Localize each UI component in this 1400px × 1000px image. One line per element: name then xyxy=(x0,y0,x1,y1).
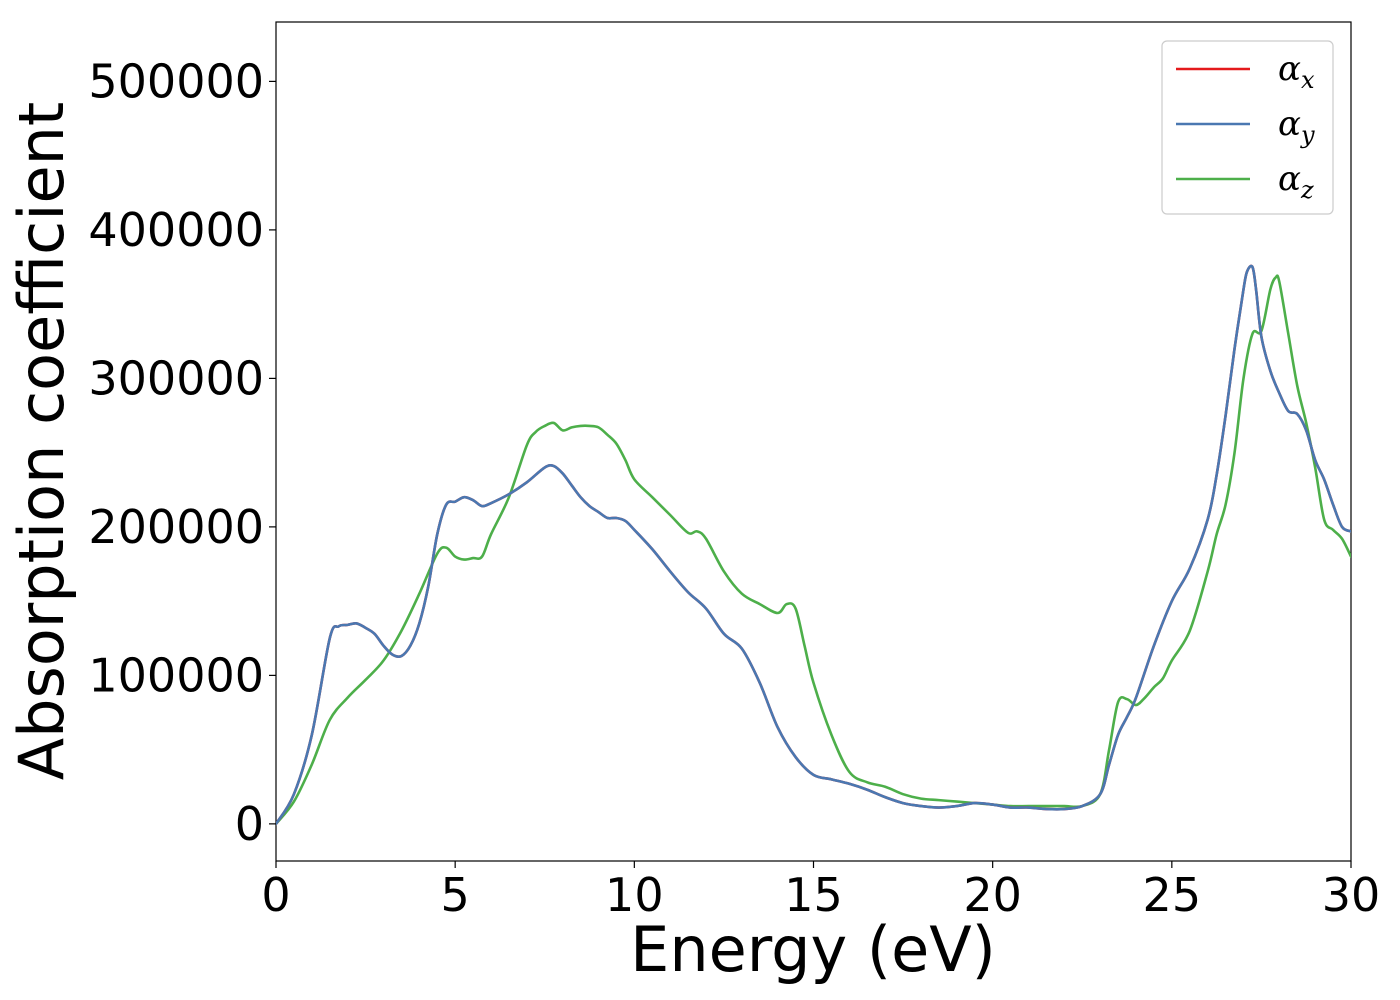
y-axis-title: Absorption coefficient xyxy=(5,102,78,781)
legend-label-alpha-x: αx xyxy=(1278,49,1315,94)
y-tick-label: 300000 xyxy=(88,351,264,405)
series-layer xyxy=(276,264,1351,826)
x-tick-label: 5 xyxy=(441,868,470,922)
x-tick-label: 15 xyxy=(784,868,843,922)
x-axis-title: Energy (eV) xyxy=(630,913,996,986)
legend: αx αy αz xyxy=(1161,40,1334,215)
y-tick-label: 100000 xyxy=(88,648,264,702)
x-tick-label: 25 xyxy=(1143,868,1202,922)
x-axis: 0 5 10 15 20 25 30 xyxy=(261,861,1380,922)
y-tick-label: 200000 xyxy=(88,500,264,554)
y-axis: 0 100000 200000 300000 400000 500000 xyxy=(88,54,276,851)
legend-box xyxy=(1161,40,1334,215)
y-tick-label: 500000 xyxy=(88,54,264,108)
x-tick-label: 10 xyxy=(605,868,664,922)
x-tick-label: 0 xyxy=(261,868,290,922)
series-line-alpha-x xyxy=(276,264,1351,826)
series-line-alpha-z xyxy=(276,274,1351,826)
x-tick-label: 30 xyxy=(1322,868,1381,922)
legend-label-alpha-z: αz xyxy=(1278,159,1314,204)
series-line-alpha-y xyxy=(276,264,1351,826)
y-tick-label: 400000 xyxy=(88,203,264,257)
x-tick-label: 20 xyxy=(963,868,1022,922)
legend-label-alpha-y: αy xyxy=(1278,104,1315,149)
y-tick-label: 0 xyxy=(235,797,264,851)
